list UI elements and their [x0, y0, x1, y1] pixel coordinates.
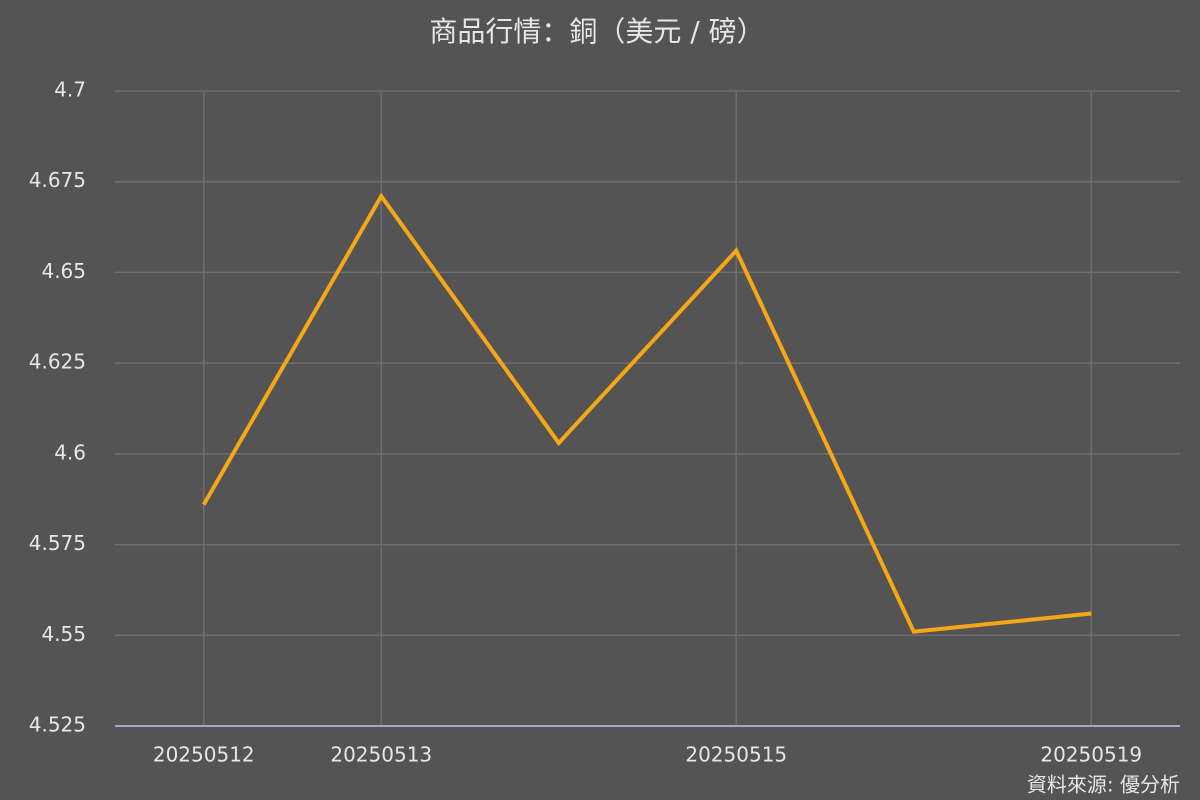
- y-tick-label: 4.6: [54, 440, 86, 464]
- x-tick-label: 20250513: [330, 743, 432, 767]
- x-tick-label: 20250515: [685, 743, 787, 767]
- x-tick-label: 20250512: [153, 743, 255, 767]
- y-tick-label: 4.525: [29, 713, 86, 737]
- source-note: 資料來源: 優分析: [1027, 773, 1180, 797]
- y-tick-label: 4.7: [54, 78, 86, 102]
- y-tick-label: 4.55: [41, 622, 86, 646]
- y-tick-label: 4.575: [29, 531, 86, 555]
- y-tick-label: 4.625: [29, 350, 86, 374]
- chart-title: 商品行情：銅（美元 / 磅）: [429, 15, 764, 48]
- data-line: [202, 192, 1092, 634]
- y-tick-label: 4.65: [41, 259, 86, 283]
- x-tick-label: 20250519: [1040, 743, 1142, 767]
- y-tick-label: 4.675: [29, 168, 86, 192]
